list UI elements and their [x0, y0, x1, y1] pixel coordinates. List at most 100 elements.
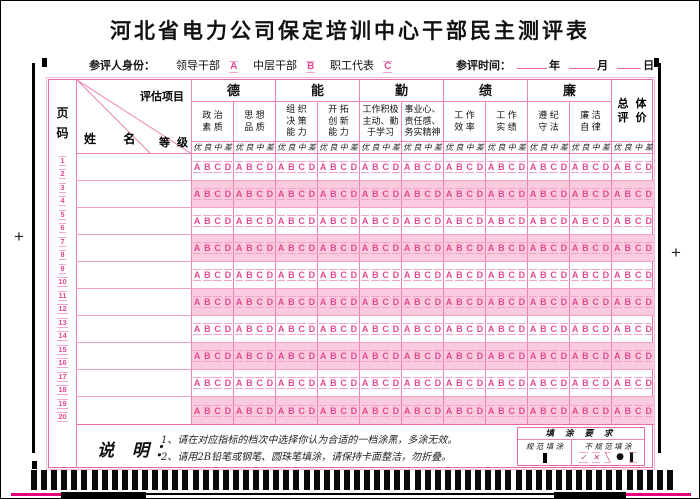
bubble-c[interactable]: C: [423, 296, 432, 308]
bubble-c[interactable]: C: [297, 323, 306, 335]
bubble-b[interactable]: B: [203, 215, 212, 227]
bubble-b[interactable]: B: [287, 269, 296, 281]
bubble-a[interactable]: A: [486, 215, 496, 227]
bubble-b[interactable]: B: [329, 350, 338, 362]
bubble-c[interactable]: C: [381, 323, 390, 335]
bubble-c[interactable]: C: [591, 404, 600, 417]
bubble-a[interactable]: A: [444, 296, 454, 308]
bubble-b[interactable]: B: [245, 188, 254, 200]
identity-bubble-a[interactable]: A: [229, 61, 239, 73]
bubble-c[interactable]: C: [213, 242, 222, 254]
name-cell[interactable]: [77, 370, 192, 396]
bubble-b[interactable]: B: [581, 215, 590, 227]
bubble-a[interactable]: A: [360, 350, 370, 362]
name-cell[interactable]: [77, 262, 192, 288]
bubble-d[interactable]: D: [265, 404, 275, 417]
bubble-d[interactable]: D: [475, 296, 485, 308]
bubble-c[interactable]: C: [634, 377, 643, 389]
bubble-b[interactable]: B: [245, 215, 254, 227]
bubble-d[interactable]: D: [433, 350, 443, 362]
bubble-c[interactable]: C: [255, 269, 264, 281]
bubble-a[interactable]: A: [402, 404, 412, 417]
bubble-b[interactable]: B: [623, 377, 632, 389]
bubble-b[interactable]: B: [413, 188, 422, 200]
bubble-d[interactable]: D: [644, 188, 653, 200]
bubble-c[interactable]: C: [339, 377, 348, 389]
bubble-d[interactable]: D: [601, 269, 611, 281]
bubble-a[interactable]: A: [192, 296, 202, 308]
bubble-d[interactable]: D: [307, 377, 317, 389]
bubble-b[interactable]: B: [203, 377, 212, 389]
bubble-d[interactable]: D: [223, 269, 233, 281]
bubble-b[interactable]: B: [623, 215, 632, 227]
bubble-d[interactable]: D: [601, 188, 611, 200]
bubble-c[interactable]: C: [591, 350, 600, 362]
bubble-d[interactable]: D: [559, 296, 569, 308]
bubble-a[interactable]: A: [360, 215, 370, 227]
bubble-a[interactable]: A: [234, 161, 244, 173]
bubble-a[interactable]: A: [528, 350, 538, 362]
bubble-b[interactable]: B: [539, 242, 548, 254]
bubble-b[interactable]: B: [497, 377, 506, 389]
bubble-c[interactable]: C: [465, 188, 474, 200]
bubble-c[interactable]: C: [465, 350, 474, 362]
bubble-b[interactable]: B: [287, 296, 296, 308]
bubble-c[interactable]: C: [507, 242, 516, 254]
bubble-b[interactable]: B: [455, 242, 464, 254]
bubble-b[interactable]: B: [581, 404, 590, 417]
bubble-a[interactable]: A: [234, 215, 244, 227]
bubble-d[interactable]: D: [559, 269, 569, 281]
bubble-a[interactable]: A: [360, 269, 370, 281]
bubble-c[interactable]: C: [423, 161, 432, 173]
bubble-a[interactable]: A: [318, 404, 328, 417]
bubble-b[interactable]: B: [245, 323, 254, 335]
bubble-c[interactable]: C: [255, 215, 264, 227]
bubble-a[interactable]: A: [360, 242, 370, 254]
bubble-d[interactable]: D: [433, 242, 443, 254]
bubble-a[interactable]: A: [234, 404, 244, 417]
bubble-d[interactable]: D: [349, 296, 359, 308]
bubble-a[interactable]: A: [613, 188, 622, 200]
bubble-d[interactable]: D: [644, 296, 653, 308]
bubble-c[interactable]: C: [549, 377, 558, 389]
bubble-d[interactable]: D: [559, 323, 569, 335]
bubble-d[interactable]: D: [601, 350, 611, 362]
bubble-c[interactable]: C: [634, 242, 643, 254]
name-cell[interactable]: [77, 181, 192, 207]
bubble-b[interactable]: B: [413, 377, 422, 389]
bubble-d[interactable]: D: [307, 161, 317, 173]
bubble-c[interactable]: C: [297, 404, 306, 417]
bubble-b[interactable]: B: [329, 188, 338, 200]
bubble-a[interactable]: A: [486, 404, 496, 417]
name-cell[interactable]: [77, 343, 192, 369]
bubble-b[interactable]: B: [497, 296, 506, 308]
bubble-c[interactable]: C: [255, 161, 264, 173]
bubble-a[interactable]: A: [276, 242, 286, 254]
bubble-a[interactable]: A: [234, 188, 244, 200]
bubble-b[interactable]: B: [581, 188, 590, 200]
bubble-a[interactable]: A: [402, 323, 412, 335]
bubble-a[interactable]: A: [444, 404, 454, 417]
bubble-a[interactable]: A: [570, 215, 580, 227]
bubble-c[interactable]: C: [381, 242, 390, 254]
bubble-b[interactable]: B: [413, 215, 422, 227]
bubble-d[interactable]: D: [601, 161, 611, 173]
identity-bubble-b[interactable]: B: [306, 61, 316, 73]
bubble-a[interactable]: A: [360, 188, 370, 200]
bubble-c[interactable]: C: [634, 188, 643, 200]
bubble-b[interactable]: B: [455, 188, 464, 200]
bubble-d[interactable]: D: [517, 404, 527, 417]
bubble-c[interactable]: C: [339, 215, 348, 227]
bubble-c[interactable]: C: [213, 377, 222, 389]
bubble-a[interactable]: A: [486, 377, 496, 389]
bubble-c[interactable]: C: [423, 404, 432, 417]
bubble-b[interactable]: B: [581, 350, 590, 362]
bubble-a[interactable]: A: [318, 188, 328, 200]
bubble-d[interactable]: D: [223, 188, 233, 200]
bubble-c[interactable]: C: [507, 296, 516, 308]
identity-bubble-c[interactable]: C: [383, 61, 393, 73]
bubble-a[interactable]: A: [444, 323, 454, 335]
bubble-c[interactable]: C: [634, 269, 643, 281]
bubble-c[interactable]: C: [213, 161, 222, 173]
bubble-a[interactable]: A: [613, 323, 622, 335]
